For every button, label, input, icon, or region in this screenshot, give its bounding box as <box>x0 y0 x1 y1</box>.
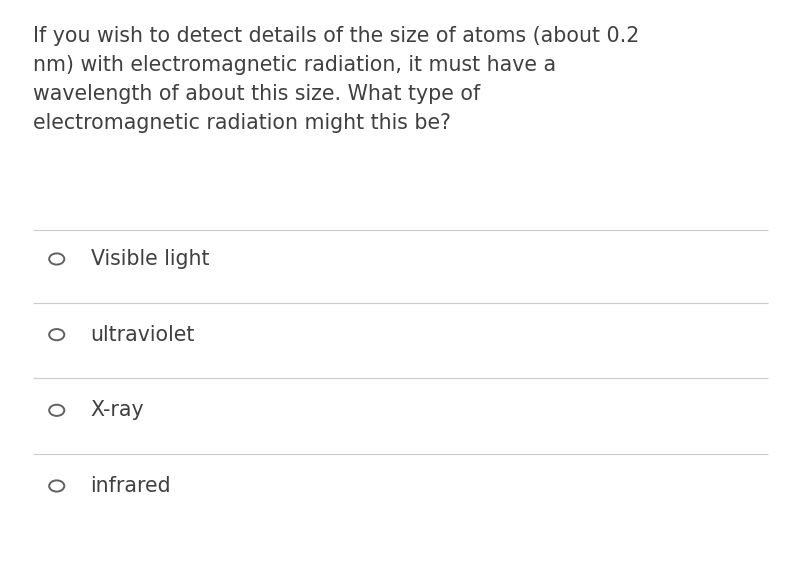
Text: If you wish to detect details of the size of atoms (about 0.2
nm) with electroma: If you wish to detect details of the siz… <box>33 26 639 133</box>
Text: Visible light: Visible light <box>91 249 209 269</box>
Text: X-ray: X-ray <box>91 400 144 420</box>
Text: ultraviolet: ultraviolet <box>91 325 195 345</box>
Text: infrared: infrared <box>91 476 171 496</box>
